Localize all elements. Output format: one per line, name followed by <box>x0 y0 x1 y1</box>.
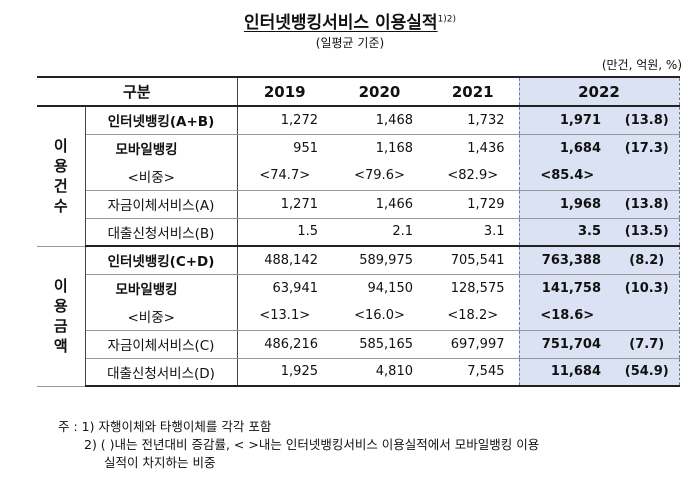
cell-change <box>615 302 680 331</box>
cell-change: (8.2) <box>615 246 680 275</box>
table-row: 모바일뱅킹 63,941 94,150 128,575 141,758 (10.… <box>37 274 680 302</box>
header-2022: 2022 <box>518 76 680 107</box>
cell-change: (54.9) <box>615 358 680 387</box>
row-label: 모바일뱅킹 <box>85 134 238 162</box>
row-label: 대출신청서비스(D) <box>85 358 238 387</box>
table-row: 이용금액 인터넷뱅킹(C+D) 488,142 589,975 705,541 … <box>37 246 680 387</box>
footnote-1: 주 : 1) 자행이체와 타행이체를 각각 포함 <box>58 419 272 434</box>
cell: 585,165 <box>332 330 427 359</box>
cell: 705,541 <box>427 246 519 275</box>
cell: 1,168 <box>375 140 413 156</box>
group-label-amount: 이용금액 <box>37 246 86 387</box>
cell-2022: 11,684 <box>518 358 615 387</box>
cell: <18.2> <box>427 302 519 331</box>
row-label: 자금이체서비스(C) <box>85 330 238 359</box>
table-row: 자금이체서비스(C) 486,216 585,165 697,997 751,7… <box>37 330 680 359</box>
cell-2022: <85.4> <box>518 162 615 191</box>
cell: 589,975 <box>332 246 427 275</box>
footnote-2: 2) ( )내는 전년대비 증감률, < >내는 인터넷뱅킹서비스 이용실적에서… <box>84 437 540 452</box>
cell: 1,271 <box>237 190 332 219</box>
row-label: 대출신청서비스(B) <box>85 218 238 247</box>
cell: 2.1 <box>332 218 427 247</box>
cell: 1,272 <box>237 106 332 135</box>
title-footnote-marker: 1)2) <box>437 14 457 25</box>
cell: 63,941 <box>272 280 319 296</box>
table-row: 자금이체서비스(A) 1,271 1,466 1,729 1,968 (13.8… <box>37 190 680 219</box>
cell: <79.6> <box>332 162 427 191</box>
cell: 1,925 <box>237 358 332 387</box>
group-label-count: 이용건수 <box>37 106 86 247</box>
footnotes: 주 : 1) 자행이체와 타행이체를 각각 포함 2) ( )내는 전년대비 증… <box>58 418 539 472</box>
table-row: 대출신청서비스(D) 1,925 4,810 7,545 11,684 (54.… <box>37 358 680 387</box>
table-row: 모바일뱅킹 951 1,168 1,436 1,684 (17.3) <box>37 134 680 162</box>
cell-change: (13.8) <box>615 106 680 135</box>
row-label: 자금이체서비스(A) <box>85 190 238 219</box>
stats-table: 구분 2019 2020 2021 2022 이용건수 인터넷뱅킹(A+B) 1… <box>37 76 680 387</box>
cell-2022: 1,971 <box>518 106 615 135</box>
cell: 1,468 <box>332 106 427 135</box>
cell: 1.5 <box>237 218 332 247</box>
cell: 697,997 <box>427 330 519 359</box>
subtitle: (일평균 기준) <box>315 36 385 50</box>
cell: <74.7> <box>237 162 332 191</box>
header-2021: 2021 <box>427 76 519 107</box>
cell: 3.1 <box>427 218 519 247</box>
header-2019: 2019 <box>237 76 332 107</box>
cell: 486,216 <box>237 330 332 359</box>
row-label: 인터넷뱅킹(A+B) <box>85 106 238 135</box>
cell: 128,575 <box>450 280 505 296</box>
row-label: <비중> <box>85 302 238 331</box>
cell: 951 <box>293 140 318 156</box>
row-label: <비중> <box>85 162 238 191</box>
cell: 4,810 <box>332 358 427 387</box>
cell-2022: <18.6> <box>518 302 615 331</box>
cell-2022: 763,388 <box>518 246 615 275</box>
cell: 1,466 <box>332 190 427 219</box>
cell-change: (13.5) <box>615 218 680 247</box>
table-row: <비중> <74.7> <79.6> <82.9> <85.4> <box>37 162 680 191</box>
cell: 7,545 <box>427 358 519 387</box>
cell: 1,732 <box>427 106 519 135</box>
cell: 1,436 <box>467 140 505 156</box>
cell: <82.9> <box>427 162 519 191</box>
cell-change: (10.3) <box>615 274 680 302</box>
cell-2022: 751,704 <box>518 330 615 359</box>
unit-label: (만건, 억원, %) <box>601 58 682 72</box>
cell-change <box>615 162 680 191</box>
cell-2022: 1,968 <box>518 190 615 219</box>
cell: <16.0> <box>332 302 427 331</box>
cell: <13.1> <box>237 302 332 331</box>
cell-change: (17.3) <box>615 134 680 162</box>
row-label: 모바일뱅킹 <box>85 274 238 302</box>
cell: 488,142 <box>237 246 332 275</box>
table-row: 이용건수 인터넷뱅킹(A+B) 1,272 1,468 1,732 1,971 … <box>37 106 680 247</box>
cell: 94,150 <box>367 280 414 296</box>
title-text: 인터넷뱅킹서비스 이용실적 <box>243 13 438 33</box>
table-row: 대출신청서비스(B) 1.5 2.1 3.1 3.5 (13.5) <box>37 218 680 247</box>
cell-2022: 1,684 <box>518 134 615 162</box>
cell-change: (13.8) <box>615 190 680 219</box>
cell-2022: 141,758 <box>518 274 615 302</box>
cell-2022: 3.5 <box>518 218 615 247</box>
header-2020: 2020 <box>332 76 427 107</box>
cell-change: (7.7) <box>615 330 680 359</box>
row-label: 인터넷뱅킹(C+D) <box>85 246 238 275</box>
header-category: 구분 <box>37 76 238 107</box>
page-title: 인터넷뱅킹서비스 이용실적1)2) <box>0 8 700 33</box>
table-row: <비중> <13.1> <16.0> <18.2> <18.6> <box>37 302 680 331</box>
footnote-2-cont: 실적이 차지하는 비중 <box>104 455 216 470</box>
cell: 1,729 <box>427 190 519 219</box>
header-row: 구분 2019 2020 2021 2022 <box>37 76 680 107</box>
